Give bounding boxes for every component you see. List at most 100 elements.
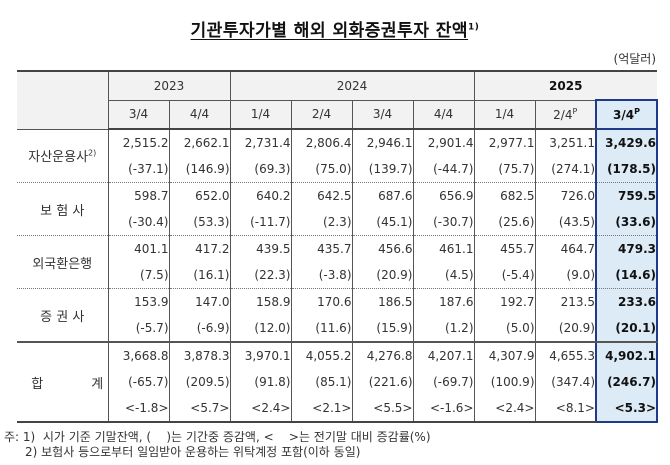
total-change-cell: (347.4) [534, 369, 596, 395]
change-cell-highlighted: (33.6) [595, 209, 658, 236]
value-cell: 153.9 [107, 288, 169, 315]
balance-table: 2023 2024 2025 3/4 4/4 1/4 2/4 3/4 4/4 1… [17, 70, 658, 423]
change-cell: (274.1) [534, 156, 596, 183]
value-cell: 455.7 [473, 235, 535, 262]
year-2023: 2023 [107, 70, 230, 101]
title-footnote-marker: 1) [468, 22, 480, 33]
table-row: 증 권 사 153.9 147.0 158.9 170.6 186.5 187.… [17, 288, 658, 343]
quarter-label: 3/4 [613, 108, 635, 122]
footnote-2: 2) 보험사 등으로부터 일임받아 운용하는 위탁계정 포함(이하 동일) [25, 445, 361, 459]
change-cell: (45.1) [351, 209, 413, 236]
change-cell: (25.6) [473, 209, 535, 236]
label-text: 자산운용사 [28, 150, 89, 166]
value-cell: 3,251.1 [534, 129, 596, 156]
footnote-marker: 2) [88, 148, 97, 158]
value-cell: 187.6 [412, 288, 474, 315]
unit-label: (억달러) [613, 52, 656, 66]
value-cell: 640.2 [229, 182, 291, 209]
quarter-header: 1/4 [473, 100, 535, 130]
value-cell: 170.6 [290, 288, 352, 315]
change-cell: (53.3) [168, 209, 230, 236]
table-row: 보 험 사 598.7 652.0 640.2 642.5 687.6 656.… [17, 182, 658, 236]
total-rate-cell: <5.5> [351, 395, 413, 423]
change-cell: (7.5) [107, 262, 169, 289]
document-title: 기관투자가별 해외 외화증권투자 잔액1) [0, 16, 670, 41]
value-cell: 2,901.4 [412, 129, 474, 156]
change-cell-highlighted: (20.1) [595, 315, 658, 343]
total-change-cell: (-69.7) [412, 369, 474, 395]
change-cell: (16.1) [168, 262, 230, 289]
change-cell: (43.5) [534, 209, 596, 236]
row-label-fx-banks: 외국환은행 [17, 235, 109, 289]
footnotes: 주: 1) 시가 기준 기말잔액, ( )는 기간중 증감액, < >는 전기말… [4, 430, 431, 460]
value-cell: 213.5 [534, 288, 596, 315]
total-change-cell: (100.9) [473, 369, 535, 395]
value-cell: 2,977.1 [473, 129, 535, 156]
total-change-cell: (209.5) [168, 369, 230, 395]
value-cell: 417.2 [168, 235, 230, 262]
row-label-asset-managers: 자산운용사2) [17, 129, 109, 183]
change-cell: (20.9) [534, 315, 596, 343]
total-rate-cell: <2.4> [229, 395, 291, 423]
total-value-cell-highlighted: 4,902.1 [595, 342, 658, 369]
value-cell-highlighted: 759.5 [595, 182, 658, 209]
value-cell: 2,662.1 [168, 129, 230, 156]
value-cell-highlighted: 233.6 [595, 288, 658, 315]
total-value-cell: 3,970.1 [229, 342, 291, 369]
value-cell: 192.7 [473, 288, 535, 315]
total-rate-cell: <2.1> [290, 395, 352, 423]
change-cell: (-30.7) [412, 209, 474, 236]
change-cell: (9.0) [534, 262, 596, 289]
title-text: 기관투자가별 해외 외화증권투자 잔액 [190, 21, 469, 41]
change-cell: (11.6) [290, 315, 352, 343]
change-cell: (-5.7) [107, 315, 169, 343]
total-value-cell: 3,668.8 [107, 342, 169, 369]
change-cell: (-5.4) [473, 262, 535, 289]
value-cell: 656.9 [412, 182, 474, 209]
value-cell: 598.7 [107, 182, 169, 209]
change-cell: (-30.4) [107, 209, 169, 236]
quarter-header-row: 3/4 4/4 1/4 2/4 3/4 4/4 1/4 2/4P 3/4P [17, 99, 658, 130]
footnote-1: 주: 1) 시가 기준 기말잔액, ( )는 기간중 증감액, < >는 전기말… [4, 430, 431, 444]
row-label-insurers: 보 험 사 [17, 182, 109, 236]
total-value-cell: 4,207.1 [412, 342, 474, 369]
value-cell: 726.0 [534, 182, 596, 209]
change-cell: (-11.7) [229, 209, 291, 236]
table-row: (-37.1) (146.9) (69.3) (75.0) (139.7) (-… [17, 156, 658, 183]
change-cell: (4.5) [412, 262, 474, 289]
value-cell: 2,946.1 [351, 129, 413, 156]
quarter-label: 2/4 [553, 107, 573, 122]
change-cell: (1.2) [412, 315, 474, 343]
quarter-header: 3/4 [351, 100, 413, 130]
change-cell: (69.3) [229, 156, 291, 183]
total-change-cell-highlighted: (246.7) [595, 369, 658, 395]
table-row: (-30.4) (53.3) (-11.7) (2.3) (45.1) (-30… [17, 209, 658, 236]
value-cell: 439.5 [229, 235, 291, 262]
value-cell: 687.6 [351, 182, 413, 209]
total-rate-cell: <8.1> [534, 395, 596, 423]
value-cell: 401.1 [107, 235, 169, 262]
table-row-total: <-1.8> <5.7> <2.4> <2.1> <5.5> <-1.6> <2… [17, 395, 658, 423]
total-value-cell: 4,055.2 [290, 342, 352, 369]
value-cell: 461.1 [412, 235, 474, 262]
total-rate-cell: <2.4> [473, 395, 535, 423]
value-cell: 652.0 [168, 182, 230, 209]
quarter-header-highlighted: 3/4P [595, 99, 658, 130]
value-cell-highlighted: 479.3 [595, 235, 658, 262]
total-value-cell: 4,276.8 [351, 342, 413, 369]
change-cell-highlighted: (14.6) [595, 262, 658, 289]
total-rate-cell: <-1.8> [107, 395, 169, 423]
total-value-cell: 4,307.9 [473, 342, 535, 369]
value-cell-highlighted: 3,429.6 [595, 129, 658, 156]
year-2025: 2025 [473, 70, 657, 101]
quarter-header: 2/4 [290, 100, 352, 130]
quarter-header: 2/4P [534, 100, 596, 130]
total-change-cell: (91.8) [229, 369, 291, 395]
value-cell: 682.5 [473, 182, 535, 209]
table-row: 자산운용사2) 2,515.2 2,662.1 2,731.4 2,806.4 … [17, 129, 658, 183]
change-cell: (-44.7) [412, 156, 474, 183]
change-cell: (75.7) [473, 156, 535, 183]
table-row: 외국환은행 401.1 417.2 439.5 435.7 456.6 461.… [17, 235, 658, 289]
